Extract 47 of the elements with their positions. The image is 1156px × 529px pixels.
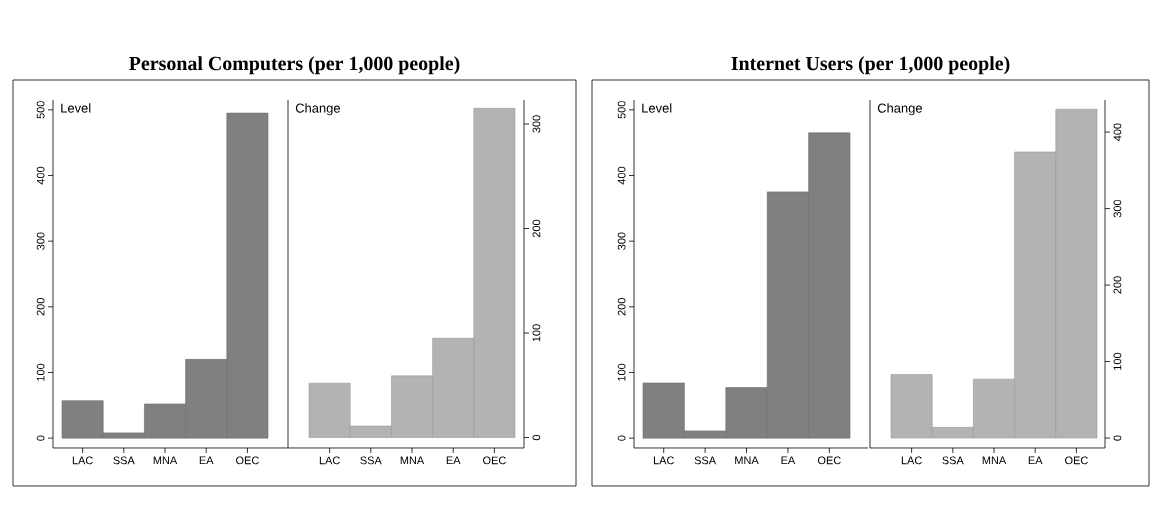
x-tick-label: OEC (236, 456, 259, 465)
y-tick-label: 200 (617, 298, 626, 316)
chart-title: Internet Users (per 1,000 people) (731, 56, 1010, 75)
y-tick-label: 300 (532, 115, 541, 133)
y-tick-label: 500 (617, 101, 626, 119)
x-tick-label: SSA (694, 456, 717, 465)
x-tick-label: EA (781, 456, 796, 465)
x-tick-label: MNA (400, 456, 425, 465)
y-tick-label: 100 (532, 324, 541, 342)
x-tick-label: LAC (901, 456, 922, 465)
y-tick-label: 400 (1113, 123, 1122, 141)
x-tick-label: LAC (653, 456, 674, 465)
x-tick-label: SSA (942, 456, 964, 465)
x-tick-label: SSA (113, 456, 135, 465)
annotation: Level (642, 103, 672, 113)
x-tick-label: EA (1028, 456, 1043, 465)
chart-title: Personal Computers (per 1,000 people) (129, 56, 460, 75)
y-tick-label: 300 (36, 232, 45, 250)
y-tick-label: 0 (532, 434, 541, 441)
y-tick-label: 200 (1113, 276, 1122, 294)
y-tick-label: 100 (36, 363, 45, 381)
annotation: Change (295, 103, 340, 116)
y-tick-label: 400 (36, 166, 45, 185)
x-tick-label: OEC (1065, 456, 1088, 465)
x-tick-label: EA (446, 456, 461, 465)
y-tick-label: 300 (1113, 199, 1122, 218)
y-tick-label: 100 (617, 363, 626, 381)
x-tick-label: LAC (319, 456, 340, 465)
y-tick-label: 0 (617, 435, 626, 441)
x-tick-label: MNA (153, 456, 178, 465)
y-tick-label: 400 (617, 166, 626, 185)
y-tick-label: 200 (36, 298, 45, 316)
y-tick-label: 300 (617, 232, 626, 250)
x-tick-label: MNA (735, 456, 759, 465)
x-tick-label: LAC (72, 456, 93, 465)
x-tick-label: SSA (360, 456, 382, 465)
x-tick-label: OEC (483, 456, 506, 465)
x-tick-label: OEC (817, 456, 841, 465)
x-tick-label: MNA (982, 456, 1007, 465)
y-tick-label: 0 (1113, 435, 1122, 441)
x-tick-label: EA (199, 456, 214, 465)
y-tick-label: 500 (36, 101, 45, 119)
annotation: Level (61, 103, 91, 113)
y-tick-label: 200 (532, 219, 541, 238)
annotation: Change (877, 103, 922, 116)
y-tick-label: 100 (1113, 352, 1122, 370)
y-tick-label: 0 (36, 435, 45, 441)
